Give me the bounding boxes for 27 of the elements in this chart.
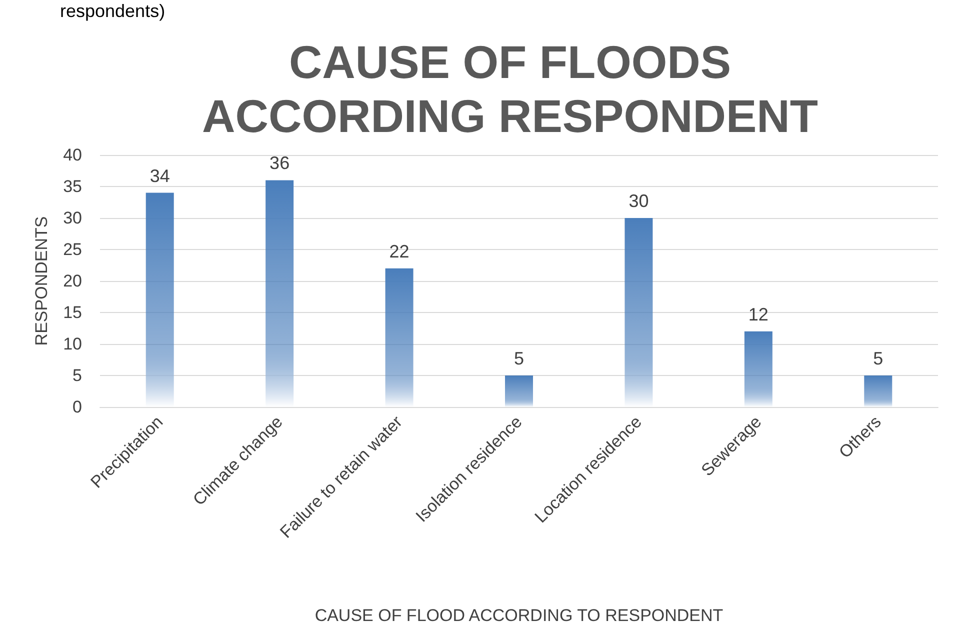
y-tick-label: 30: [63, 208, 82, 228]
data-label: 22: [389, 241, 410, 262]
y-tick-label: 5: [72, 366, 82, 385]
y-tick-label: 15: [63, 303, 82, 322]
y-tick-label: 25: [63, 240, 82, 259]
y-tick-label: 20: [63, 272, 82, 290]
data-label: 36: [270, 153, 290, 174]
data-label: 12: [748, 304, 768, 324]
chart-title: CAUSE OF FLOODS ACCORDING RESPONDENT: [202, 36, 818, 142]
bar: [505, 376, 533, 407]
y-tick-label: 10: [63, 334, 82, 354]
bar: [146, 192, 174, 407]
y-axis-title: RESPONDENTS: [32, 216, 51, 346]
data-label: 34: [150, 166, 170, 186]
x-axis-title: CAUSE OF FLOOD ACCORDING TO RESPONDENT: [314, 606, 724, 625]
data-label: 5: [873, 348, 884, 368]
data-label: 30: [628, 191, 649, 211]
bar: [266, 180, 294, 407]
bar: [385, 268, 414, 407]
y-tick-label: 35: [63, 177, 82, 196]
text: respondents): [60, 1, 166, 21]
bar: [864, 376, 892, 407]
bar: [744, 331, 772, 407]
y-tick-label: 40: [63, 146, 82, 164]
bar: [624, 218, 653, 407]
data-label: 5: [514, 348, 524, 368]
y-tick-label: 0: [72, 398, 82, 416]
